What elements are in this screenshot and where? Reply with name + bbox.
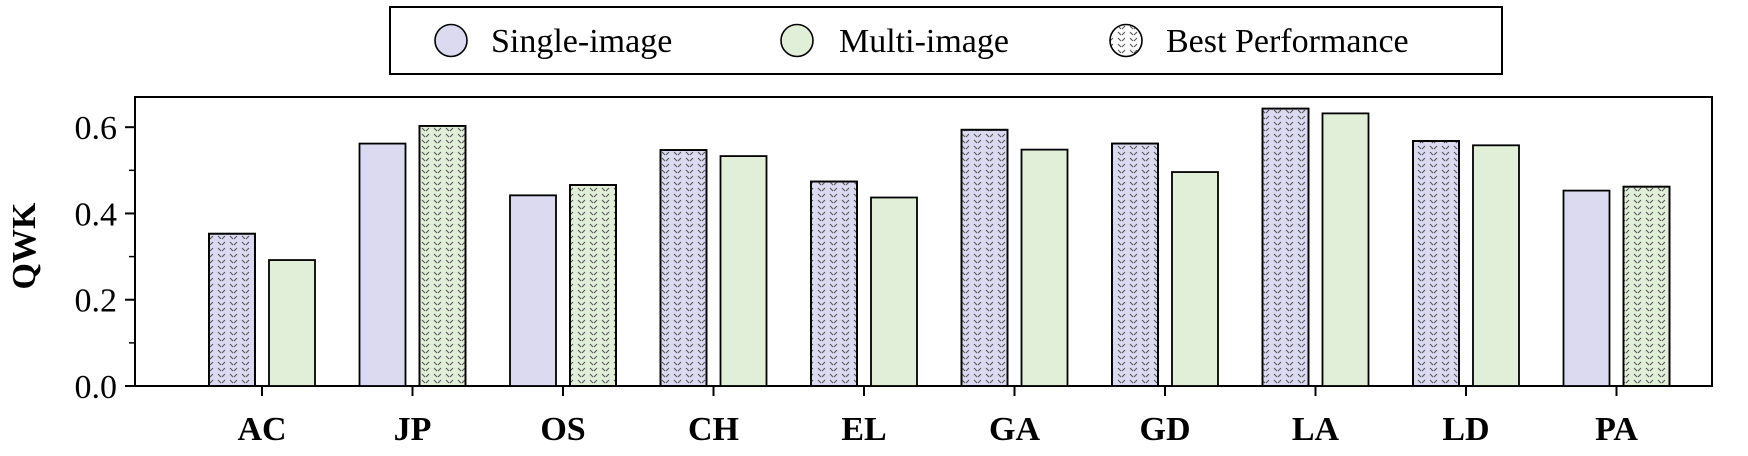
y-tick-label: 0.2 <box>75 283 118 320</box>
legend-label-best-performance: Best Performance <box>1166 23 1409 60</box>
y-axis-title: QWK <box>6 202 43 289</box>
bars <box>208 107 1671 387</box>
best-performance-hatch-la <box>1261 107 1310 387</box>
best-performance-hatch-el <box>810 180 858 387</box>
x-category-label-la: LA <box>1292 411 1340 448</box>
legend: Single-image Multi-image Best Performanc… <box>389 6 1503 75</box>
bar-multi-image-ch <box>719 155 768 387</box>
bar-multi-image-ld <box>1472 144 1520 387</box>
x-category-label-os: OS <box>540 411 585 448</box>
plot-frame <box>134 96 1713 387</box>
x-category-label-ld: LD <box>1442 411 1489 448</box>
y-tick-label: 0.4 <box>75 196 118 233</box>
best-performance-hatch-os <box>569 184 617 387</box>
legend-swatch-single-image <box>434 23 468 58</box>
x-category-label-ac: AC <box>237 411 286 448</box>
legend-label-single-image: Single-image <box>491 23 672 60</box>
x-category-label-ga: GA <box>989 411 1040 448</box>
bar-multi-image-ga <box>1020 148 1069 387</box>
x-category-label-el: EL <box>841 411 886 448</box>
bar-multi-image-el <box>870 196 918 387</box>
bar-single-image-jp <box>358 142 407 387</box>
legend-box <box>389 6 1503 75</box>
x-category-label-jp: JP <box>394 411 432 448</box>
bar-multi-image-gd <box>1171 171 1219 387</box>
best-performance-hatch-gd <box>1111 142 1159 387</box>
best-performance-hatch-ch <box>659 149 708 387</box>
best-performance-hatch-ga <box>960 128 1009 387</box>
best-performance-hatch-ac <box>208 232 256 387</box>
y-axis-ticks: 0.0 0.2 0.4 0.6 <box>75 110 135 406</box>
bar-single-image-pa <box>1562 189 1611 387</box>
bar-multi-image-ac <box>268 259 316 387</box>
best-performance-hatch-pa <box>1622 185 1671 387</box>
x-category-label-gd: GD <box>1140 411 1191 448</box>
legend-swatch-multi-image <box>780 23 814 58</box>
bar-multi-image-la <box>1321 112 1370 387</box>
best-performance-hatch-jp <box>418 125 467 387</box>
y-tick-label: 0.0 <box>75 369 118 406</box>
bar-single-image-os <box>509 194 557 387</box>
best-performance-hatch-ld <box>1412 140 1460 387</box>
x-category-label-ch: CH <box>688 411 739 448</box>
legend-label-multi-image: Multi-image <box>839 23 1009 60</box>
x-axis-categories: AC JP OS CH EL GA GD LA LD PA <box>237 386 1638 448</box>
legend-swatch-best-performance <box>1109 23 1143 58</box>
y-tick-label: 0.6 <box>75 110 118 147</box>
x-category-label-pa: PA <box>1595 411 1638 448</box>
